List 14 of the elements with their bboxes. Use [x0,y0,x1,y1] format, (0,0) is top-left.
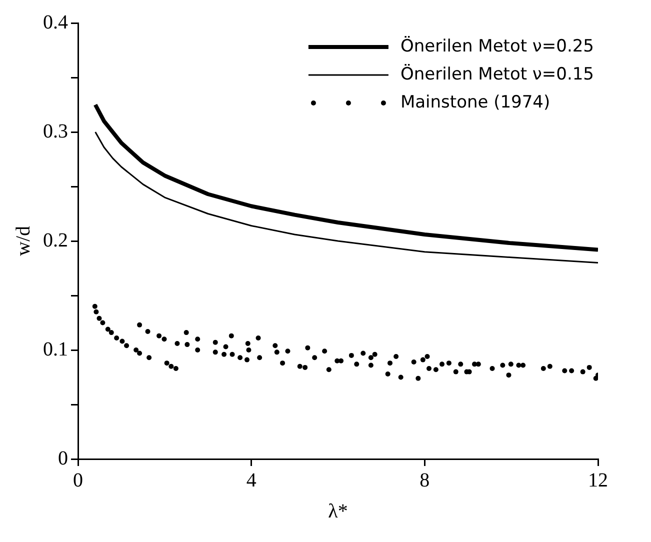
y-tick-label: 0.2 [43,229,68,252]
y-tick-label: 0.1 [43,338,68,360]
y-tick-label: 0.4 [43,11,68,34]
x-tick-label: 12 [588,469,608,492]
y-tick-label: 0 [58,447,68,470]
y-tick-label: 0.3 [43,120,68,142]
legend-label: Önerilen Metot ν=0.25 [400,35,594,56]
x-tick-label: 8 [420,469,430,492]
x-axis-title: λ* [328,500,348,522]
x-tick-label: 0 [73,469,83,492]
legend-label: Önerilen Metot ν=0.15 [400,63,594,84]
legend-label: Mainstone (1974) [400,92,550,112]
y-axis-title: w/d [12,226,34,256]
x-tick-label: 4 [246,469,256,492]
